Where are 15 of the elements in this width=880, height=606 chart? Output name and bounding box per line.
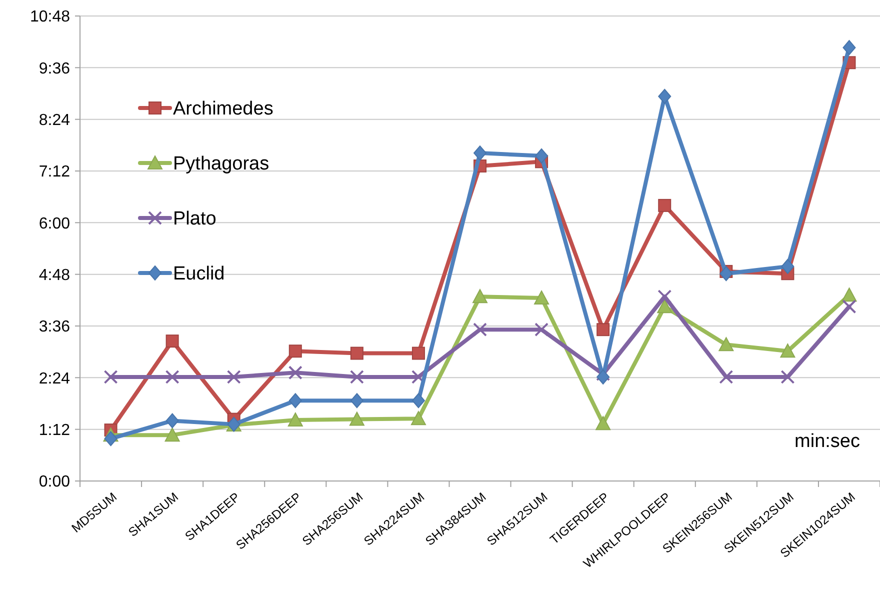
y-tick-label: 10:48 (30, 8, 70, 26)
legend-label: Euclid (173, 264, 225, 285)
legend-label: Pythagoras (173, 154, 270, 175)
y-tick-label: 4:48 (38, 266, 70, 284)
y-tick-label: 6:00 (38, 215, 70, 232)
y-tick-label: 2:24 (38, 370, 70, 388)
y-tick-label: 9:36 (38, 60, 70, 78)
legend-label: Plato (173, 208, 216, 230)
legend-label: Archimedes (173, 98, 274, 120)
y-tick-label: 7:12 (38, 164, 70, 181)
y-tick-label: 1:12 (38, 422, 70, 439)
y-tick-label: 0:00 (38, 474, 70, 491)
y-tick-label: 8:24 (38, 112, 70, 129)
y-tick-label: 3:36 (38, 318, 70, 336)
annotation: min:sec (794, 431, 860, 452)
